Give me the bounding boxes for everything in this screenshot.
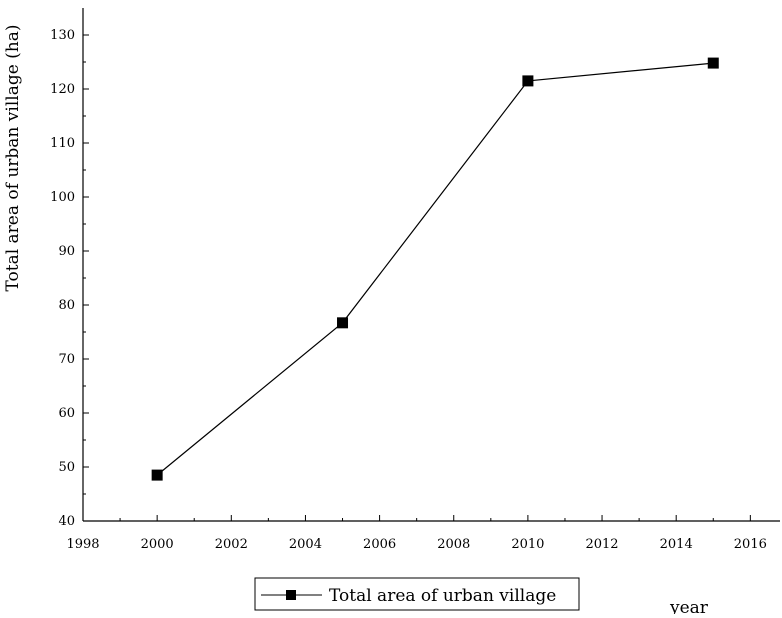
y-tick-label: 90 [58,244,75,259]
data-point-marker [522,75,534,87]
axes-layer [82,8,780,522]
x-tick-label: 2000 [141,537,174,552]
y-tick-label: 60 [58,406,75,421]
legend: Total area of urban village [254,577,580,611]
legend-box [254,577,580,611]
y-tick-label: 130 [50,28,75,43]
x-tick-label: 2006 [363,537,396,552]
data-point-marker [337,317,349,329]
x-axis-title: year [669,598,709,614]
x-tick-label: 2002 [215,537,248,552]
x-tick-label: 2014 [660,537,693,552]
y-tick-label: 110 [50,136,75,151]
data-point-marker [151,469,163,481]
y-tick-label: 40 [58,514,75,529]
x-tick-label: 2016 [734,537,767,552]
legend-square-marker [286,590,296,600]
y-tick-label: 50 [58,460,75,475]
x-tick-label: 2004 [289,537,322,552]
x-tick-label: 2010 [511,537,544,552]
series-layer [151,57,719,481]
y-tick-label: 100 [50,190,75,205]
legend-label: Total area of urban village [329,586,556,606]
y-tick-label: 120 [50,82,75,97]
data-point-marker [707,57,719,69]
x-tick-label: 2012 [585,537,618,552]
series-line [156,62,714,476]
y-tick-label: 70 [58,352,75,367]
y-tick-label: 80 [58,298,75,313]
y-axis-title: Total area of urban village (ha) [3,24,23,291]
x-tick-label: 2008 [437,537,470,552]
ticks-layer: 40 50 60 70 80 90 100 110 120 130 1998 2000 2002 2004… [50,28,767,552]
x-tick-label: 1998 [66,537,99,552]
